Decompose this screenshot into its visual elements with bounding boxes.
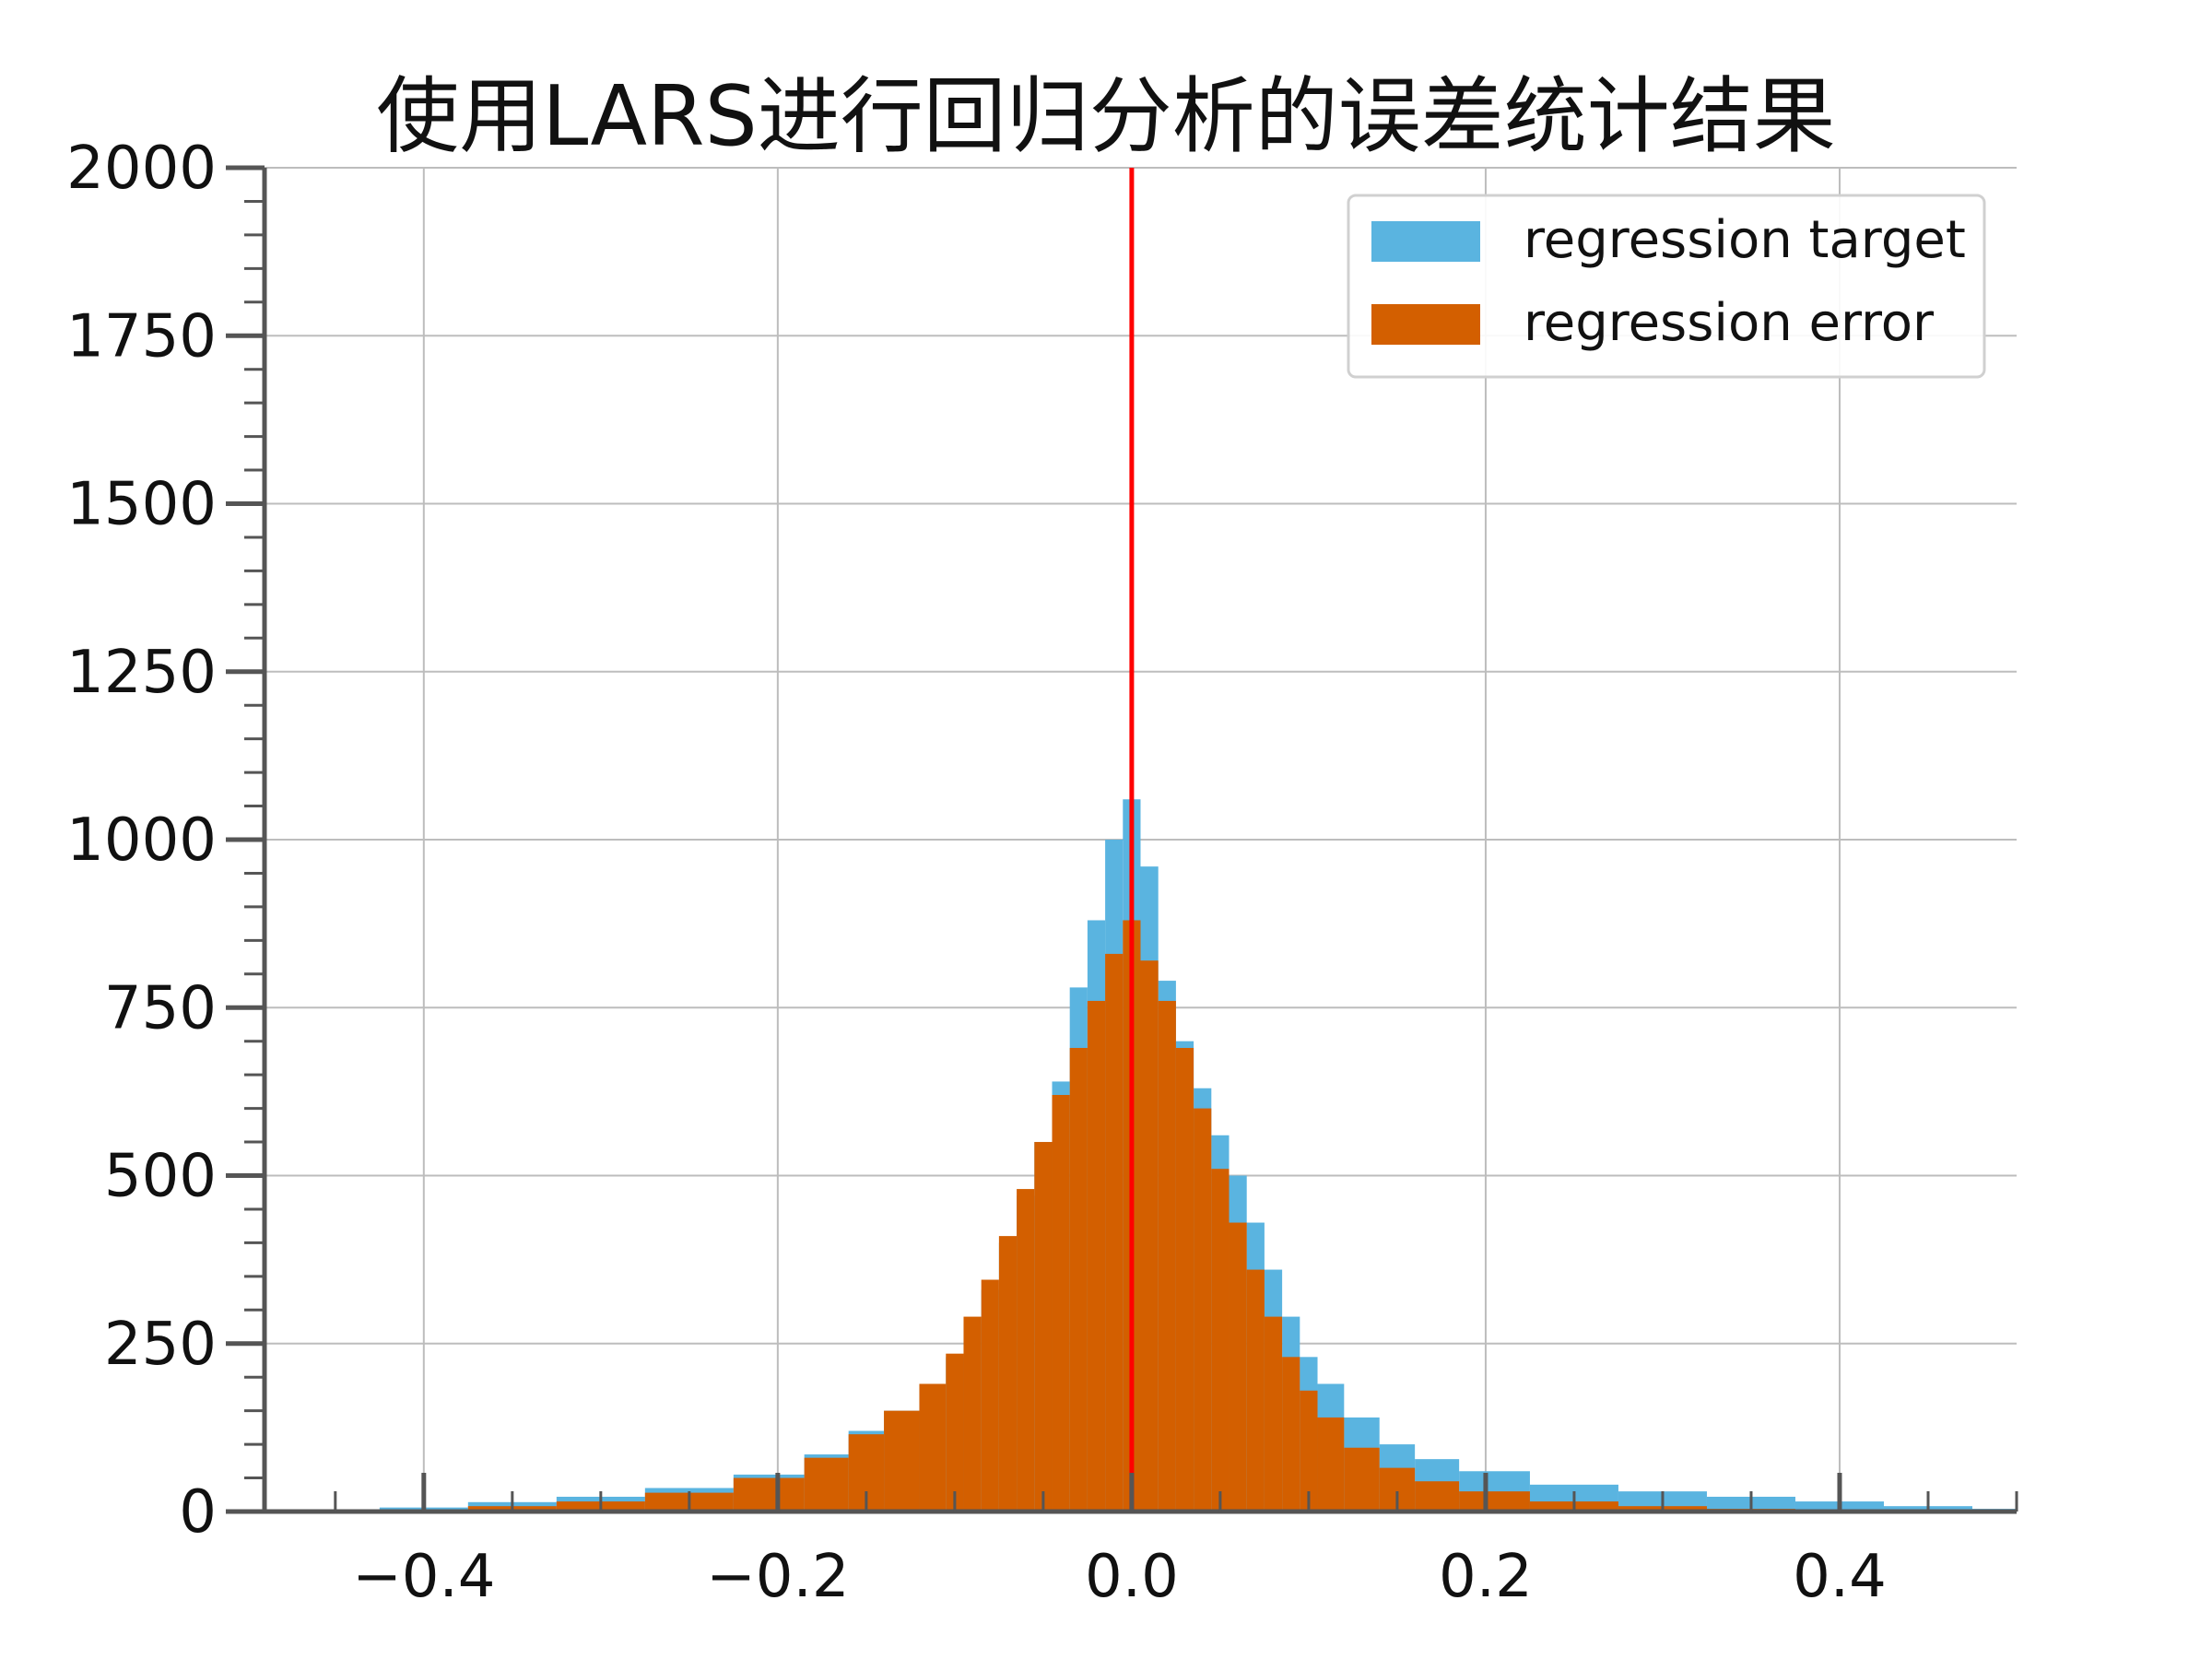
- chart-title: 使用LARS进行回归分析的误差统计结果: [376, 68, 1836, 165]
- bar-error-25: [1211, 1169, 1230, 1512]
- y-tick-label-4: 1000: [66, 806, 217, 875]
- legend-swatch-0: [1371, 221, 1480, 262]
- bar-error-10: [946, 1353, 964, 1512]
- bars-layer: [290, 799, 2017, 1512]
- y-tick-label-2: 500: [104, 1143, 217, 1211]
- y-tick-label-5: 1250: [66, 639, 217, 707]
- bar-error-30: [1300, 1390, 1318, 1512]
- series-regression-error: [290, 920, 1972, 1512]
- bar-error-34: [1415, 1481, 1460, 1512]
- legend-label-0: regression target: [1524, 210, 1966, 270]
- bar-error-29: [1282, 1357, 1300, 1512]
- bar-error-31: [1317, 1417, 1345, 1512]
- bar-error-32: [1344, 1447, 1380, 1512]
- bar-error-23: [1175, 1047, 1194, 1512]
- ticks-layer: 0 250 500 750 1000 1250 1500 1750 2000 −0.4 −0.2 0.…: [66, 135, 2018, 1611]
- bar-error-13: [998, 1236, 1018, 1512]
- x-tick-label-1: −0.2: [706, 1543, 849, 1611]
- bar-error-9: [919, 1383, 947, 1512]
- bar-error-22: [1158, 1000, 1176, 1512]
- y-tick-label-7: 1750: [66, 302, 217, 371]
- bar-error-26: [1229, 1222, 1247, 1512]
- x-tick-label-0: −0.4: [352, 1543, 495, 1611]
- bar-error-18: [1087, 1000, 1106, 1512]
- bar-error-12: [981, 1279, 999, 1512]
- x-tick-label-2: 0.0: [1085, 1543, 1179, 1611]
- bar-error-21: [1140, 960, 1159, 1512]
- legend-label-1: regression error: [1524, 293, 1935, 353]
- bar-error-24: [1194, 1108, 1212, 1512]
- bar-error-16: [1052, 1095, 1070, 1512]
- y-tick-label-1: 250: [104, 1311, 217, 1379]
- bar-error-8: [884, 1410, 920, 1512]
- bar-error-14: [1017, 1189, 1035, 1512]
- x-tick-label-4: 0.4: [1793, 1543, 1887, 1611]
- y-tick-label-8: 2000: [66, 135, 217, 203]
- bar-error-6: [804, 1457, 849, 1512]
- bar-error-27: [1246, 1269, 1265, 1512]
- legend-swatch-1: [1371, 304, 1480, 345]
- y-tick-label-6: 1500: [66, 471, 217, 539]
- bar-error-15: [1034, 1142, 1053, 1512]
- legend-box: [1347, 194, 1986, 379]
- x-tick-label-3: 0.2: [1439, 1543, 1533, 1611]
- y-tick-label-0: 0: [179, 1478, 217, 1547]
- legend: regression target regression error: [1347, 194, 1986, 379]
- bar-error-11: [963, 1316, 982, 1512]
- bar-error-28: [1264, 1316, 1283, 1512]
- bar-error-17: [1069, 1047, 1088, 1512]
- bar-error-5: [733, 1477, 805, 1512]
- bar-error-35: [1459, 1491, 1530, 1512]
- y-tick-label-3: 750: [104, 974, 217, 1042]
- bar-error-19: [1105, 953, 1124, 1512]
